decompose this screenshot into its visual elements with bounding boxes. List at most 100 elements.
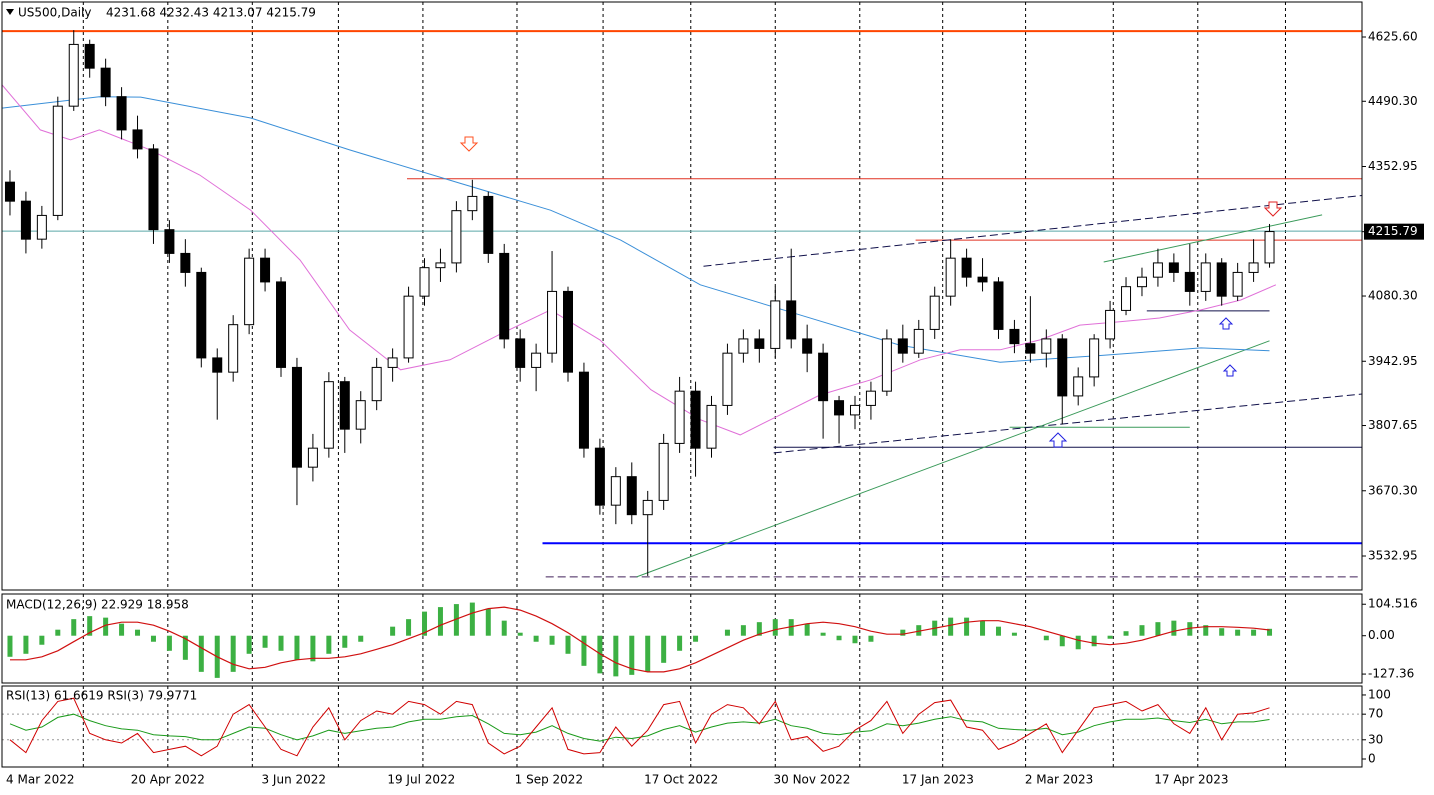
sell-arrow <box>459 136 479 152</box>
macd-bar <box>1203 625 1209 636</box>
sell-arrow <box>1263 201 1283 217</box>
candle-body <box>786 300 797 340</box>
candle-body <box>260 257 271 283</box>
macd-bar <box>597 635 603 674</box>
x-tick-label: 17 Apr 2023 <box>1154 773 1228 787</box>
macd-bar <box>1171 620 1177 636</box>
candle-body <box>610 476 621 506</box>
buy-arrow <box>1218 317 1234 330</box>
macd-bar <box>995 626 1001 636</box>
candle-body <box>132 129 143 150</box>
macd-bar <box>948 617 954 636</box>
macd-bar <box>868 635 874 642</box>
candle-body <box>451 210 462 264</box>
candle-body <box>563 290 574 373</box>
y-tick-label: 70 <box>1368 707 1383 721</box>
macd-bar <box>804 623 810 636</box>
macd-bar <box>150 635 156 642</box>
macd-bar <box>166 635 172 651</box>
macd-bar <box>342 635 348 648</box>
candle-body <box>961 257 972 278</box>
x-tick-label: 17 Jan 2023 <box>902 773 974 787</box>
candle-body <box>1200 262 1211 292</box>
y-tick-label: 4625.60 <box>1368 30 1418 44</box>
candle-body <box>993 281 1004 330</box>
candle-body <box>276 281 287 368</box>
macd-bar <box>1059 635 1065 647</box>
plot-layer: 4625.60 4490.30 4352.95 4080.30 4215.79 3942.… <box>2 2 1424 787</box>
candle-body <box>499 252 510 340</box>
macd-bar <box>613 635 619 677</box>
y-tick-label: 30 <box>1368 732 1383 746</box>
candle-body <box>403 295 414 359</box>
y-tick-label: 100 <box>1368 687 1391 701</box>
candle-body <box>547 290 558 354</box>
drawn-line <box>773 393 1362 454</box>
macd-bar <box>469 602 475 636</box>
candle-body <box>180 252 191 273</box>
y-tick-label: 3670.30 <box>1368 483 1418 497</box>
y-tick-label: 3807.65 <box>1368 418 1418 432</box>
candle-body <box>865 390 876 406</box>
candle-body <box>196 271 207 359</box>
candle-body <box>291 366 302 468</box>
macd-bar <box>1251 629 1257 636</box>
x-tick-label: 17 Oct 2022 <box>644 773 718 787</box>
macd-bar <box>1139 625 1145 636</box>
rsi-frame <box>1 685 1363 768</box>
macd-bar <box>87 616 93 636</box>
candle-body <box>371 366 382 402</box>
candle-body <box>706 404 717 449</box>
candle-body <box>1009 328 1020 345</box>
macd-bar <box>230 635 236 672</box>
drawn-line <box>636 340 1270 578</box>
candle-body <box>849 404 860 416</box>
menu-triangle[interactable] <box>6 9 14 15</box>
candle-body <box>1152 262 1163 278</box>
macd-bar <box>740 625 746 636</box>
macd-bar <box>55 629 61 636</box>
candle-body <box>1216 262 1227 297</box>
candle-body <box>36 214 47 240</box>
macd-bar <box>677 635 683 651</box>
macd-bar <box>262 635 268 648</box>
macd-bar <box>390 626 396 636</box>
y-tick-label: -127.36 <box>1368 667 1414 681</box>
rsi-title: RSI(13) 61.6619 RSI(3) 79.9771 <box>6 689 197 703</box>
candle-body <box>68 43 79 107</box>
candle-body <box>435 262 446 269</box>
price-label: 4215.79 <box>1368 224 1418 238</box>
candle-body <box>212 357 223 373</box>
macd-bar <box>517 632 523 636</box>
candle-body <box>148 148 159 231</box>
macd-bar <box>453 604 459 636</box>
symbol-title: US500,Daily <box>18 6 91 20</box>
candle-body <box>164 229 175 254</box>
candle-body <box>387 357 398 368</box>
candle-body <box>1105 309 1116 340</box>
candle-body <box>1232 271 1243 297</box>
x-tick-label: 3 Jun 2022 <box>261 773 326 787</box>
candle-body <box>1041 338 1052 354</box>
macd-bar <box>422 611 428 636</box>
candle-body <box>467 195 478 212</box>
candle-body <box>594 447 605 506</box>
macd-bar <box>71 619 77 636</box>
macd-bar <box>661 635 667 663</box>
candle-body <box>1136 276 1147 288</box>
main-frame <box>1 1 1363 591</box>
macd-bar <box>1011 632 1017 636</box>
macd-bar <box>900 629 906 636</box>
macd-bar <box>198 635 204 672</box>
candle-body <box>100 67 111 98</box>
drawn-line <box>703 195 1362 267</box>
macd-bar <box>501 620 507 636</box>
candle-body <box>84 43 95 69</box>
macd-bar <box>294 635 300 660</box>
candle-body <box>1184 271 1195 292</box>
macd-bar <box>119 623 125 636</box>
x-tick-label: 2 Mar 2023 <box>1025 773 1093 787</box>
macd-bar <box>406 619 412 636</box>
macd-bar <box>756 622 762 636</box>
